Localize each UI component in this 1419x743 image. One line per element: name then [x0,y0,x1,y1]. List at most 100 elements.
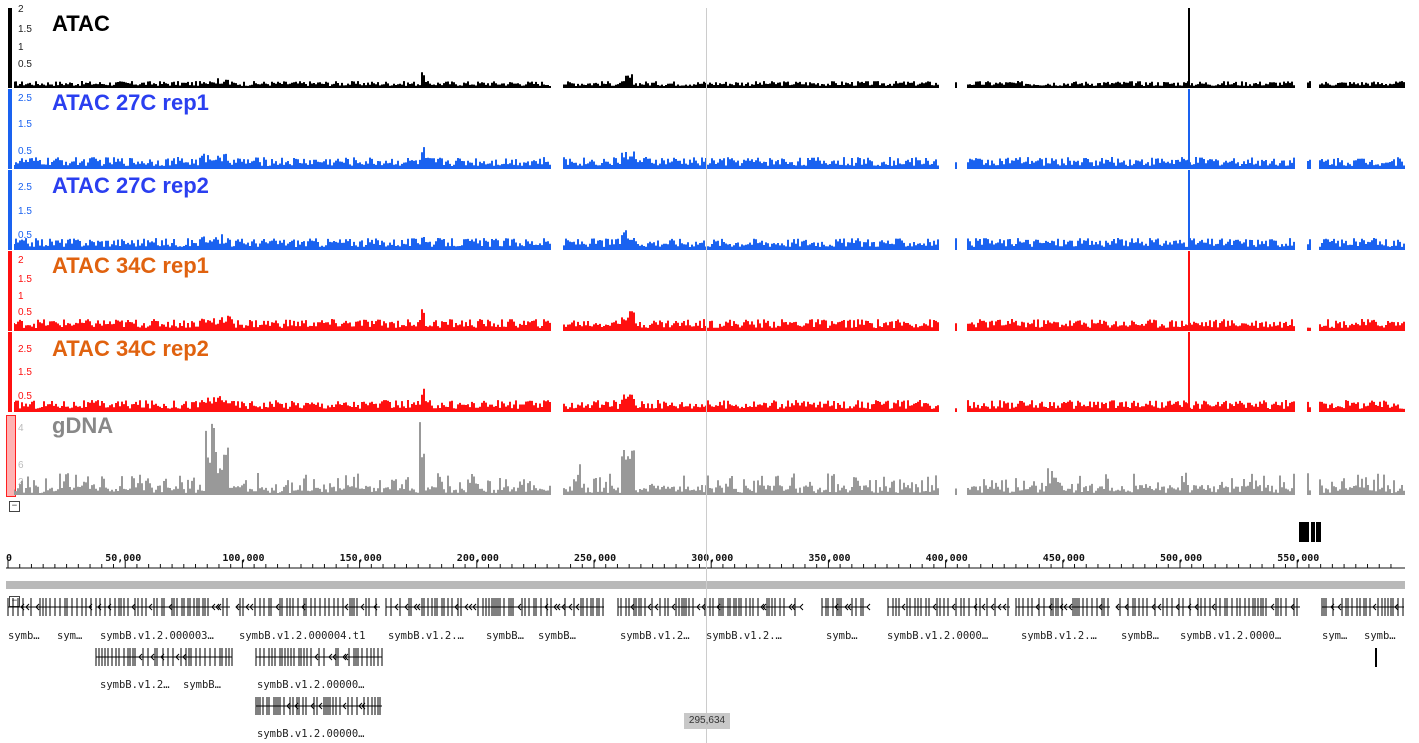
scale-tick: 2.5 [18,182,32,193]
scale-tick: 0.5 [18,146,32,157]
minus-box-icon[interactable]: − [9,501,20,512]
signal-plot [14,251,1405,331]
ruler-label: 0 [6,553,13,564]
track-title: ATAC 27C rep1 [52,90,209,115]
ruler[interactable] [0,560,1410,576]
track-title: ATAC [52,11,110,36]
scale-tick: 0.5 [18,391,32,402]
ruler-label: 500,000 [1160,553,1203,564]
gene-label[interactable]: symbB.v1.2.0000… [1180,630,1282,642]
scale-tick: 2.5 [18,93,32,104]
track-scale-bar [8,251,12,331]
scale-tick: 1.5 [18,206,32,217]
track-gdna[interactable]: 4 6 2 gDNA [0,413,1410,497]
gene-model[interactable] [887,598,1010,616]
ruler-label: 450,000 [1042,553,1085,564]
gene-label[interactable]: symbB… [538,630,576,642]
gene-model[interactable] [95,598,230,616]
gene-label[interactable]: symbB… [183,679,221,691]
gene-label[interactable]: symbB.v1.2.… [1021,630,1097,642]
ruler-label: 150,000 [339,553,382,564]
track-title: ATAC 27C rep2 [52,173,209,198]
scale-tick: 0.5 [18,59,32,70]
ruler-label: 350,000 [808,553,851,564]
signal-plot [14,422,1405,495]
scale-tick: 2 [18,477,24,488]
track-title: gDNA [52,413,114,438]
gene-label[interactable]: symbB.v1.2.… [388,630,464,642]
scale-tick: 0.5 [18,307,32,318]
scale-tick: 1.5 [18,24,32,35]
scale-tick: 6 [18,460,24,471]
ruler-label: 300,000 [691,553,734,564]
gene-model[interactable] [1015,598,1110,616]
gene-label[interactable]: symb… [1364,630,1396,642]
gene-model[interactable] [235,598,380,616]
track-scale-bar [8,170,12,250]
gene-model[interactable] [255,648,383,666]
ruler-label: 50,000 [105,553,142,564]
scale-tick: 0.5 [18,230,32,241]
gene-label[interactable]: symbB.v1.2.00000… [257,728,365,740]
chromosome-bar[interactable] [6,581,1405,589]
feature-block-gap [1309,522,1311,542]
cursor-position-readout: 295,634 [684,713,730,729]
ruler-label: 250,000 [574,553,617,564]
gene-label[interactable]: sym… [1322,630,1348,642]
signal-plot [14,332,1405,412]
track-title: ATAC 34C rep2 [52,336,209,361]
gene-label[interactable]: symbB… [486,630,524,642]
gene-model[interactable] [821,598,871,616]
gene-model[interactable] [1321,598,1404,616]
signal-bars [14,422,1405,495]
signal-bars [14,309,1405,331]
gene-label[interactable]: sym… [57,630,83,642]
gene-label[interactable]: symbB.v1.2.0000… [887,630,989,642]
signal-bars [14,388,1405,412]
gene-label[interactable]: symbB.v1.2… [620,630,690,642]
signal-plot [14,89,1405,169]
track-scale-bar [8,8,12,88]
scale-tick: 1 [18,291,24,302]
gene-label[interactable]: symbB.v1.2.… [706,630,782,642]
track-atac-27c-rep2[interactable]: 2.5 1.5 0.5 ATAC 27C rep2 [0,170,1410,250]
gene-label[interactable]: symbB.v1.2… [100,679,170,691]
signal-bars [14,230,1405,250]
feature-block-gap [1315,522,1316,542]
gene-model[interactable] [1115,598,1300,616]
scale-tick: 1.5 [18,119,32,130]
gene-annotation-track[interactable] [0,590,1410,725]
track-scale-bar [8,89,12,169]
signal-plot [14,170,1405,250]
scale-tick: 1 [18,42,24,53]
signal-bars [14,72,1405,88]
gene-label[interactable]: symbB… [1121,630,1159,642]
track-atac-34c-rep2[interactable]: 2.5 1.5 0.5 ATAC 34C rep2 [0,332,1410,412]
scale-tick: 1.5 [18,274,32,285]
gene-model[interactable] [255,697,382,715]
track-atac[interactable]: 2 1.5 1 0.5 ATAC [0,4,1410,88]
signal-bars [14,147,1405,169]
track-scale-bar [8,332,12,412]
gene-label[interactable]: symbB.v1.2.00000… [257,679,365,691]
gene-model[interactable] [95,648,233,666]
track-title: ATAC 34C rep1 [52,253,209,278]
gdna-scale-box [6,415,16,497]
ruler-label: 100,000 [222,553,265,564]
gene-label[interactable]: symbB.v1.2.000004.t1 [239,630,366,642]
gene-label[interactable]: symb… [826,630,858,642]
gene-model[interactable] [617,598,804,616]
scale-tick: 2 [18,255,24,266]
ruler-label: 550,000 [1277,553,1320,564]
ruler-label: 400,000 [925,553,968,564]
gene-label[interactable]: symbB.v1.2.000003… [100,630,214,642]
gene-label[interactable]: symb… [8,630,40,642]
gene-model[interactable] [7,598,93,616]
scale-tick: 4 [18,423,24,434]
track-atac-27c-rep1[interactable]: 2.5 1.5 0.5 ATAC 27C rep1 [0,89,1410,169]
ruler-label: 200,000 [456,553,499,564]
track-atac-34c-rep1[interactable]: 2 1.5 1 0.5 ATAC 34C rep1 [0,251,1410,331]
gene-model[interactable] [385,598,604,616]
scale-tick: 2 [18,4,24,15]
scale-tick: 1.5 [18,367,32,378]
